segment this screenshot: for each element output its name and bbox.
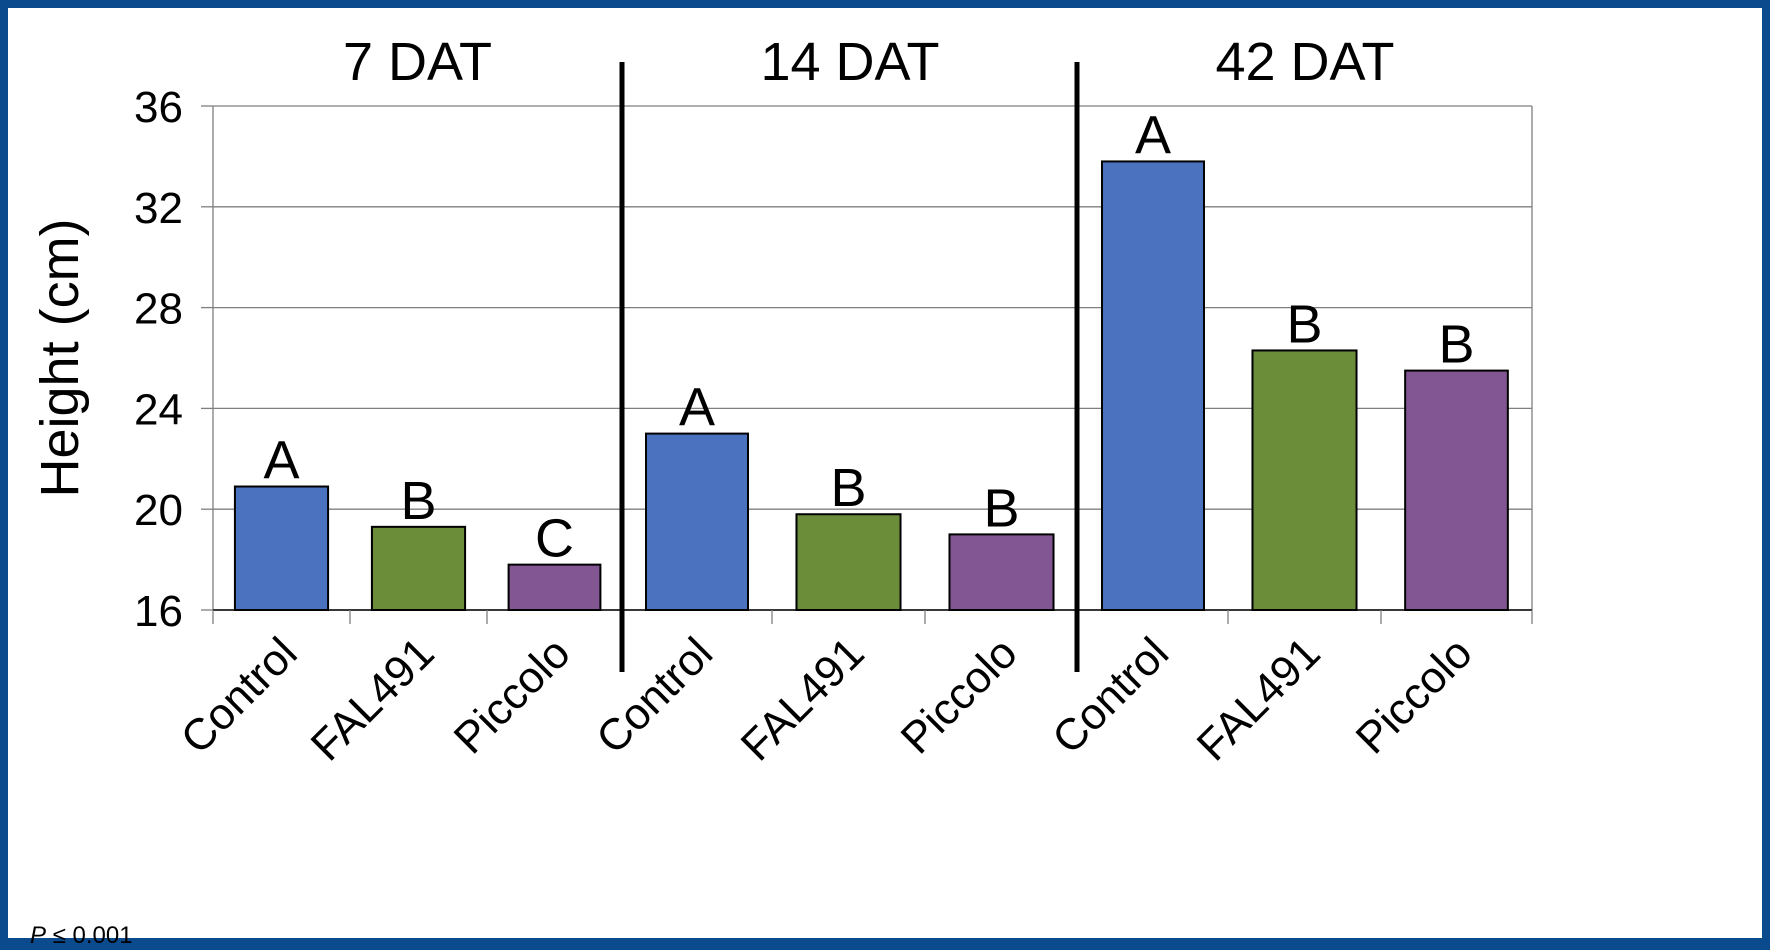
bar <box>233 485 330 611</box>
y-axis-title: Height (cm) <box>30 218 90 497</box>
x-tick-label: Control <box>1043 628 1178 763</box>
significance-letter: B <box>1438 315 1474 375</box>
x-tick-label: FAL491 <box>732 628 874 770</box>
bar <box>1404 369 1509 611</box>
group-title: 14 DAT <box>760 32 939 92</box>
y-tick-label: 16 <box>134 587 183 636</box>
significance-letter: B <box>1286 294 1322 354</box>
x-tick-label: Control <box>172 628 307 763</box>
bar <box>1251 349 1358 611</box>
y-tick-label: 28 <box>134 285 183 334</box>
x-tick-label: Piccolo <box>1347 628 1482 763</box>
bar <box>948 533 1055 612</box>
y-tick-label: 20 <box>134 486 183 535</box>
x-tick-label: Control <box>587 628 722 763</box>
p-relation: ≤ 0.001 <box>52 922 133 949</box>
axes <box>201 62 1533 672</box>
significance-letter: B <box>983 478 1019 538</box>
bars <box>233 160 1509 612</box>
significance-letter: A <box>263 431 299 491</box>
y-tick-label: 36 <box>134 83 183 132</box>
group-title: 42 DAT <box>1215 32 1394 92</box>
p-symbol: P <box>30 922 47 949</box>
significance-letter: B <box>400 471 436 531</box>
x-tick-label: FAL491 <box>1188 628 1330 770</box>
bar-chart: 16 20 24 28 32 36 Height (cm) 7 DAT A Control B FAL… <box>30 32 1533 770</box>
significance-letter: B <box>830 458 866 518</box>
significance-letter: A <box>679 378 715 438</box>
x-tick-label: Piccolo <box>445 628 580 763</box>
bar <box>1101 160 1205 611</box>
bar <box>370 525 467 612</box>
bar <box>795 513 902 611</box>
x-tick-label: FAL491 <box>302 628 444 770</box>
significance-footnote: P ≤ 0.001 <box>30 922 133 950</box>
bar <box>645 432 749 611</box>
chart-slide: 16 20 24 28 32 36 Height (cm) 7 DAT A Control B FAL… <box>8 8 1762 949</box>
bar <box>507 563 602 612</box>
group-title: 7 DAT <box>343 32 492 92</box>
significance-letter: A <box>1135 105 1171 165</box>
y-tick-label: 32 <box>134 184 183 233</box>
x-tick-label: Piccolo <box>892 628 1027 763</box>
y-tick-label: 24 <box>134 385 183 434</box>
significance-letter: C <box>535 509 574 569</box>
